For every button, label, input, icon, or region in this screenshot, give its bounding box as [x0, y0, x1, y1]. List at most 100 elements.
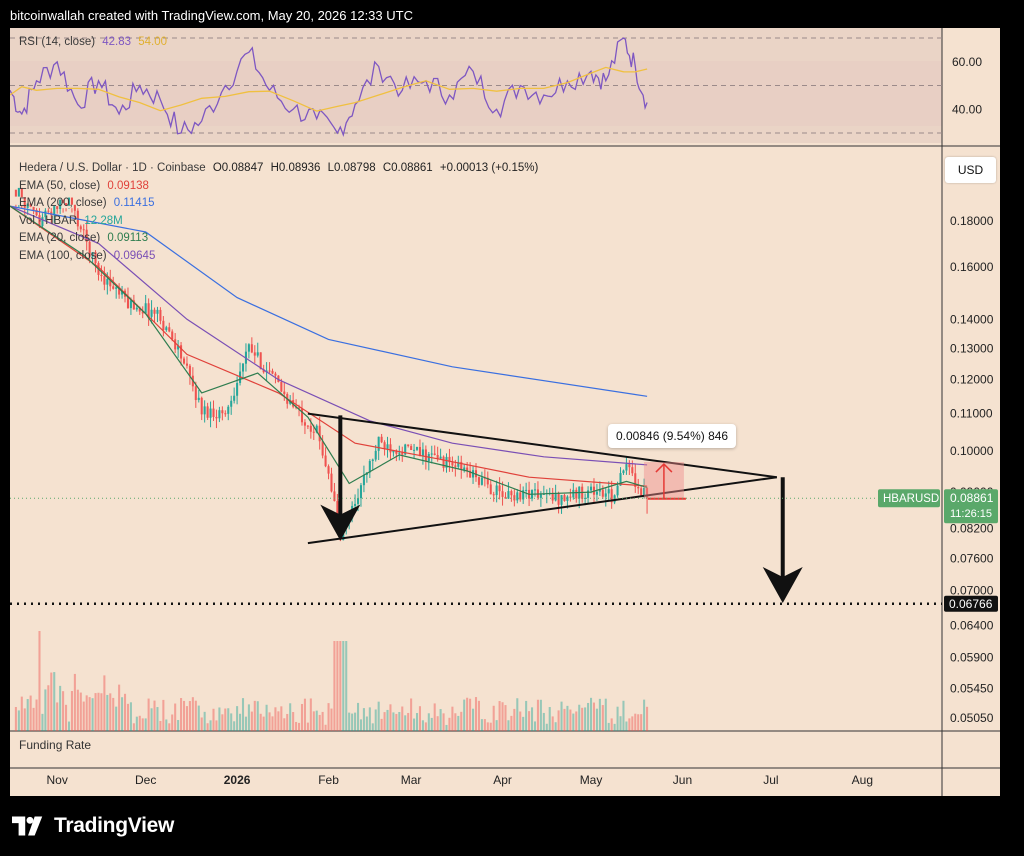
candle-body	[525, 489, 528, 491]
candle-body	[539, 494, 542, 498]
volume-bar	[616, 706, 619, 731]
volume-bar	[498, 701, 501, 731]
chart-canvas[interactable]: 60.00 40.00 0.18000 0.16000 0.14000 0.13000 0.…	[10, 28, 1000, 796]
currency-button[interactable]: USD	[945, 157, 996, 183]
symbol-line: Hedera / U.S. Dollar · 1D · Coinbase O0.…	[19, 160, 538, 178]
candle-body	[274, 373, 277, 376]
candle-body	[253, 352, 256, 356]
candle-body	[407, 444, 410, 447]
volume-bar	[230, 713, 233, 731]
last-price-tag	[944, 489, 998, 524]
candle-body	[410, 446, 413, 451]
volume-bar	[244, 716, 247, 731]
volume-bar	[354, 712, 357, 731]
candle-body	[230, 400, 233, 407]
chart-frame[interactable]: 60.00 40.00 0.18000 0.16000 0.14000 0.13000 0.…	[10, 28, 1000, 796]
volume-bar	[203, 711, 206, 731]
candle-body	[551, 492, 554, 501]
candle-body	[572, 489, 575, 498]
tradingview-logo[interactable]: TradingView	[12, 812, 174, 840]
volume-bar	[123, 693, 127, 731]
time-axis-label: Dec	[135, 773, 156, 787]
volume-bar	[321, 711, 324, 731]
volume-bar	[280, 706, 283, 731]
volume-bar	[97, 692, 100, 731]
volume-bar	[239, 713, 242, 731]
volume-bar	[477, 700, 480, 731]
candle-body	[141, 311, 144, 314]
candle-body	[47, 210, 50, 212]
volume-bar	[250, 711, 253, 731]
candle-body	[221, 410, 224, 414]
volume-bar	[469, 698, 472, 731]
volume-bar	[339, 641, 342, 731]
volume-bar	[94, 693, 97, 731]
candle-body	[17, 187, 20, 197]
candle-body	[23, 197, 26, 208]
volume-bar	[132, 723, 135, 731]
volume-bar	[430, 717, 433, 731]
indicator-ema100: EMA (100, close) 0.09645	[19, 248, 538, 266]
candle-body	[386, 444, 389, 449]
volume-bar	[610, 718, 613, 731]
volume-bar	[159, 720, 162, 731]
volume-bar	[156, 707, 159, 731]
candle-body	[451, 462, 454, 466]
symbol-tag	[878, 489, 940, 508]
candle-body	[436, 454, 439, 459]
volume-bar	[421, 720, 424, 731]
candle-body	[643, 487, 646, 496]
candle-body	[589, 486, 593, 491]
candle-body	[324, 455, 327, 467]
volume-bar	[295, 721, 298, 731]
volume-bar	[460, 711, 463, 731]
candle-body	[292, 400, 295, 407]
candle-body	[421, 449, 424, 456]
volume-bar	[572, 713, 575, 731]
candle-body	[628, 464, 631, 468]
volume-bar	[221, 714, 224, 731]
candle-body	[507, 491, 510, 499]
candle-body	[637, 487, 640, 489]
candle-body	[165, 327, 168, 331]
volume-bar	[29, 695, 32, 731]
volume-bar	[303, 698, 306, 731]
volume-bar	[560, 701, 563, 731]
time-axis-label: Jul	[763, 773, 778, 787]
candle-body	[321, 441, 324, 456]
volume-bar	[516, 698, 519, 731]
candle-body	[374, 450, 377, 460]
candle-body	[587, 490, 590, 498]
candle-body	[613, 495, 616, 503]
price-tick-label: 0.08200	[950, 522, 994, 536]
candle-body	[241, 363, 245, 372]
candle-body	[501, 491, 504, 497]
candle-body	[67, 197, 71, 206]
volume-bar	[82, 701, 85, 731]
candle-body	[185, 363, 188, 366]
candle-body	[115, 287, 118, 289]
volume-bar	[76, 689, 79, 731]
volume-bar	[551, 716, 554, 731]
volume-bar	[65, 704, 68, 731]
volume-bar	[383, 712, 386, 731]
volume-bar	[118, 684, 121, 731]
tradingview-logo-text: TradingView	[54, 814, 175, 837]
volume-bar	[32, 707, 35, 731]
candle-body	[584, 497, 587, 499]
volume-bar	[215, 720, 218, 731]
volume-bar	[162, 699, 165, 731]
rsi-ma-line	[10, 66, 648, 112]
candle-body	[430, 453, 433, 455]
volume-bar	[165, 719, 168, 731]
rsi-legend: RSI (14, close) 42.83 54.00	[19, 34, 167, 52]
volume-bar	[504, 705, 507, 731]
volume-bar	[185, 706, 188, 731]
volume-bar	[427, 713, 430, 731]
volume-bar	[135, 716, 138, 731]
ema-line	[10, 205, 648, 487]
volume-bar	[404, 715, 407, 731]
volume-bar	[628, 718, 631, 731]
candle-body	[174, 339, 177, 350]
candle-body	[180, 345, 183, 359]
